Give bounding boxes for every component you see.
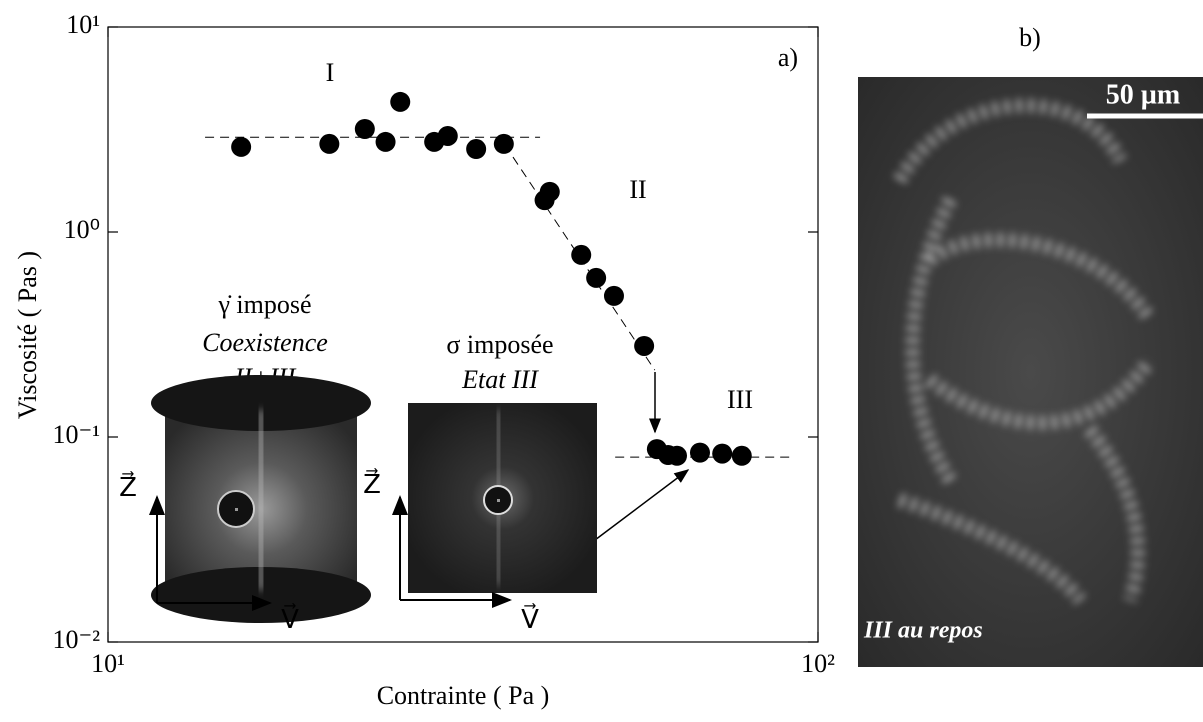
image-caption: III au repos [863, 618, 983, 644]
data-point [375, 131, 396, 152]
data-point [390, 91, 411, 112]
data-point [666, 445, 687, 466]
inset-image [151, 375, 371, 623]
x-tick-label: 10¹ [91, 649, 125, 678]
data-point [493, 133, 514, 154]
panel-label: a) [778, 43, 798, 72]
inset-title: σ imposée [446, 330, 553, 359]
plot-frame [107, 26, 819, 643]
data-point [231, 136, 252, 157]
data-point [689, 442, 710, 463]
y-tick-label: 10¹ [66, 10, 100, 39]
region-label: I [326, 58, 335, 87]
data-point [319, 133, 340, 154]
data-point [712, 443, 733, 464]
arrow [594, 469, 690, 541]
data-point [731, 445, 752, 466]
region-label: II [629, 175, 646, 204]
axis-arrow-label: V⃗ [521, 603, 539, 634]
y-tick-label: 10⁻¹ [52, 420, 100, 449]
y-axis-label: Viscosité ( Pas ) [13, 251, 42, 419]
inset-state: Etat III [461, 365, 539, 394]
data-point [571, 244, 592, 265]
micrograph [858, 77, 1203, 667]
data-point [603, 285, 624, 306]
inset-subtitle: Coexistence [202, 328, 328, 357]
data-point [539, 181, 560, 202]
region-label: III [727, 385, 753, 414]
data-point [466, 139, 487, 160]
axis-arrow-label: Z⃗ [363, 468, 381, 499]
panel-label: b) [1019, 23, 1041, 52]
data-point [634, 335, 655, 356]
x-tick-label: 10² [801, 649, 835, 678]
scale-bar-label: 50 µm [1106, 79, 1180, 110]
y-tick-label: 10⁻² [52, 625, 100, 654]
axis-arrow-label: V⃗ [281, 603, 299, 634]
data-point [354, 119, 375, 140]
data-point [586, 267, 607, 288]
data-point [437, 125, 458, 146]
inset-image [408, 403, 597, 593]
axis-arrow-label: Z⃗ [119, 471, 137, 502]
inset-title: γ̇ imposé [217, 290, 311, 319]
x-axis-label: Contrainte ( Pa ) [377, 681, 550, 710]
y-tick-label: 10⁰ [64, 215, 100, 244]
